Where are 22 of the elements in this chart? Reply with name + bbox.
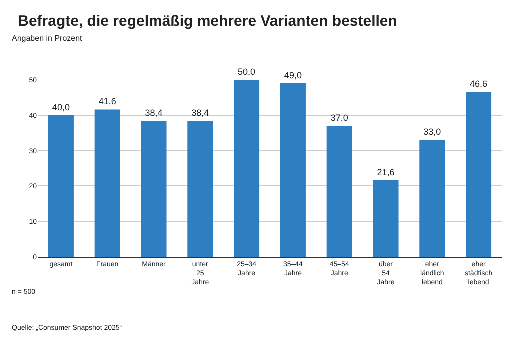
bar [48, 115, 74, 257]
bar [188, 121, 214, 257]
data-label: 41,6 [98, 96, 116, 107]
bar [141, 121, 167, 257]
bar [420, 140, 446, 257]
data-label: 50,0 [238, 67, 256, 77]
data-label: 38,4 [145, 108, 163, 118]
data-label: 38,4 [192, 108, 210, 118]
bar [326, 126, 352, 257]
data-label: 37,0 [330, 113, 348, 124]
data-label: 21,6 [377, 168, 395, 178]
bar [280, 84, 306, 257]
bar [234, 80, 260, 257]
data-label: 46,6 [470, 79, 488, 90]
bar [94, 110, 120, 257]
data-label: 49,0 [284, 70, 302, 81]
bar [466, 92, 492, 257]
data-label: 40,0 [52, 102, 70, 112]
data-label: 33,0 [424, 127, 442, 138]
chart-title: Befragte, die regelmäßig mehrere Varianten bestellen [18, 13, 398, 30]
y-axis-title: Angaben in Prozent [12, 34, 84, 43]
bar [373, 180, 399, 257]
